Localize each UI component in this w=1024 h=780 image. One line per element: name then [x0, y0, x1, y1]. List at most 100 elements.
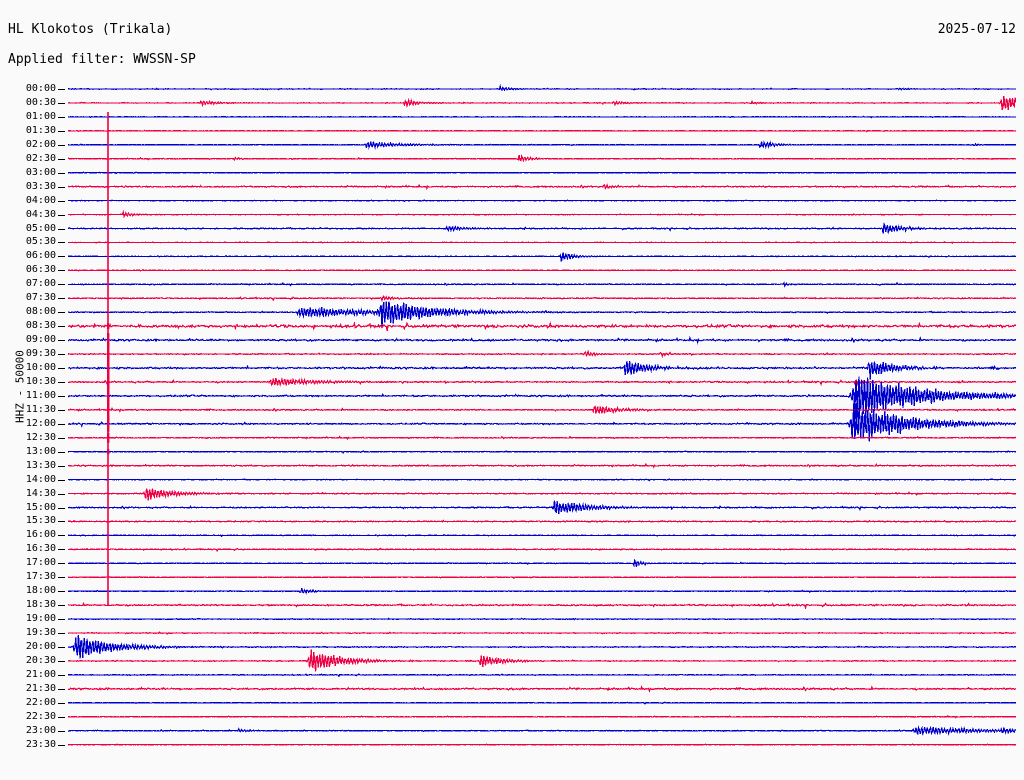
saturated-event-body — [107, 333, 110, 348]
trace-row — [68, 301, 1016, 328]
axis-tick — [58, 702, 65, 704]
axis-tick — [58, 660, 65, 662]
trace-row — [68, 183, 1016, 190]
trace-row — [68, 209, 1016, 219]
time-label: 00:30 — [25, 96, 56, 108]
axis-tick — [58, 451, 65, 453]
trace-row — [68, 673, 1016, 678]
time-label: 14:30 — [25, 487, 56, 499]
axis-tick — [58, 437, 65, 439]
saturated-event-body — [107, 415, 110, 432]
time-label: 04:30 — [25, 208, 56, 220]
time-label: 19:00 — [25, 613, 56, 625]
time-label: 11:30 — [25, 403, 56, 415]
axis-tick — [58, 256, 65, 258]
time-label: 14:00 — [25, 473, 56, 485]
time-label: 18:00 — [25, 585, 56, 597]
time-label: 13:00 — [25, 445, 56, 457]
time-label: 11:00 — [25, 389, 56, 401]
axis-tick — [58, 549, 65, 551]
time-label: 06:00 — [25, 250, 56, 262]
axis-tick — [58, 465, 65, 467]
time-label: 09:00 — [25, 334, 56, 346]
time-label: 09:30 — [25, 348, 56, 360]
trace-row — [68, 743, 1016, 746]
trace-row — [68, 462, 1016, 469]
trace-row — [68, 349, 1016, 359]
time-label: 21:30 — [25, 682, 56, 694]
axis-tick — [58, 409, 65, 411]
axis-tick — [58, 521, 65, 523]
trace-row — [68, 725, 1016, 737]
time-label: 06:30 — [25, 264, 56, 276]
trace-row — [68, 115, 1016, 119]
axis-tick — [58, 647, 65, 648]
axis-tick — [58, 381, 65, 383]
trace-row — [68, 450, 1016, 454]
saturated-event-body — [107, 397, 110, 422]
trace-row — [68, 140, 1016, 150]
time-label: 16:00 — [25, 529, 56, 541]
trace-row — [68, 95, 1016, 111]
time-label: 19:30 — [25, 627, 56, 639]
trace-row — [68, 171, 1016, 175]
time-label: 02:30 — [25, 152, 56, 164]
time-label: 00:00 — [25, 83, 56, 94]
trace-row — [68, 269, 1016, 272]
axis-tick — [58, 312, 65, 314]
trace-row — [68, 500, 1016, 514]
axis-tick — [58, 172, 65, 174]
time-label: 05:00 — [25, 222, 56, 234]
time-label: 20:30 — [25, 654, 56, 666]
trace-row — [68, 685, 1016, 693]
trace-row — [68, 634, 1016, 659]
axis-tick — [58, 716, 65, 718]
axis-tick — [58, 368, 65, 369]
time-label: 10:30 — [25, 375, 56, 387]
saturated-event-body — [107, 323, 110, 330]
saturated-event-body — [107, 432, 110, 443]
time-label: 03:00 — [25, 166, 56, 178]
trace-row — [68, 701, 1016, 705]
time-label: 12:30 — [25, 431, 56, 443]
trace-row — [68, 402, 1016, 442]
trace-row — [68, 575, 1016, 580]
time-label: 02:00 — [25, 138, 56, 150]
saturated-event-body — [107, 449, 110, 455]
axis-tick — [58, 744, 65, 746]
axis-tick — [58, 270, 65, 272]
trace-row — [68, 631, 1016, 635]
time-label: 01:30 — [25, 124, 56, 136]
trace-row — [68, 129, 1016, 133]
trace-row — [68, 488, 1016, 501]
axis-tick — [58, 633, 65, 635]
time-label: 07:00 — [25, 278, 56, 290]
time-label: 20:00 — [25, 641, 56, 652]
axis-tick — [58, 228, 65, 230]
time-label: 10:00 — [25, 362, 56, 373]
time-label: 22:00 — [25, 696, 56, 708]
time-axis-labels: 00:00 00:30 01:00 01:30 02:00 02:30 03:00 03:30… — [0, 82, 56, 770]
trace-row — [68, 281, 1016, 288]
axis-tick — [58, 577, 65, 579]
time-label: 07:30 — [25, 292, 56, 304]
seismogram-traces — [68, 84, 1016, 746]
axis-tick — [58, 144, 65, 146]
trace-row — [68, 241, 1016, 244]
axis-tick — [58, 563, 65, 565]
trace-row — [68, 478, 1016, 482]
time-label: 04:00 — [25, 194, 56, 206]
axis-tick — [58, 354, 65, 356]
trace-row — [68, 252, 1016, 262]
trace-row — [68, 221, 1016, 235]
applied-filter-label: Applied filter: WWSSN-SP — [8, 52, 196, 67]
trace-row — [68, 601, 1016, 610]
trace-row — [68, 295, 1016, 303]
trace-row — [68, 533, 1016, 538]
axis-tick — [58, 116, 65, 118]
axis-tick — [58, 298, 65, 300]
trace-row — [68, 435, 1016, 441]
trace-row — [68, 153, 1016, 163]
axis-tick — [58, 730, 65, 732]
axis-tick — [58, 507, 65, 509]
